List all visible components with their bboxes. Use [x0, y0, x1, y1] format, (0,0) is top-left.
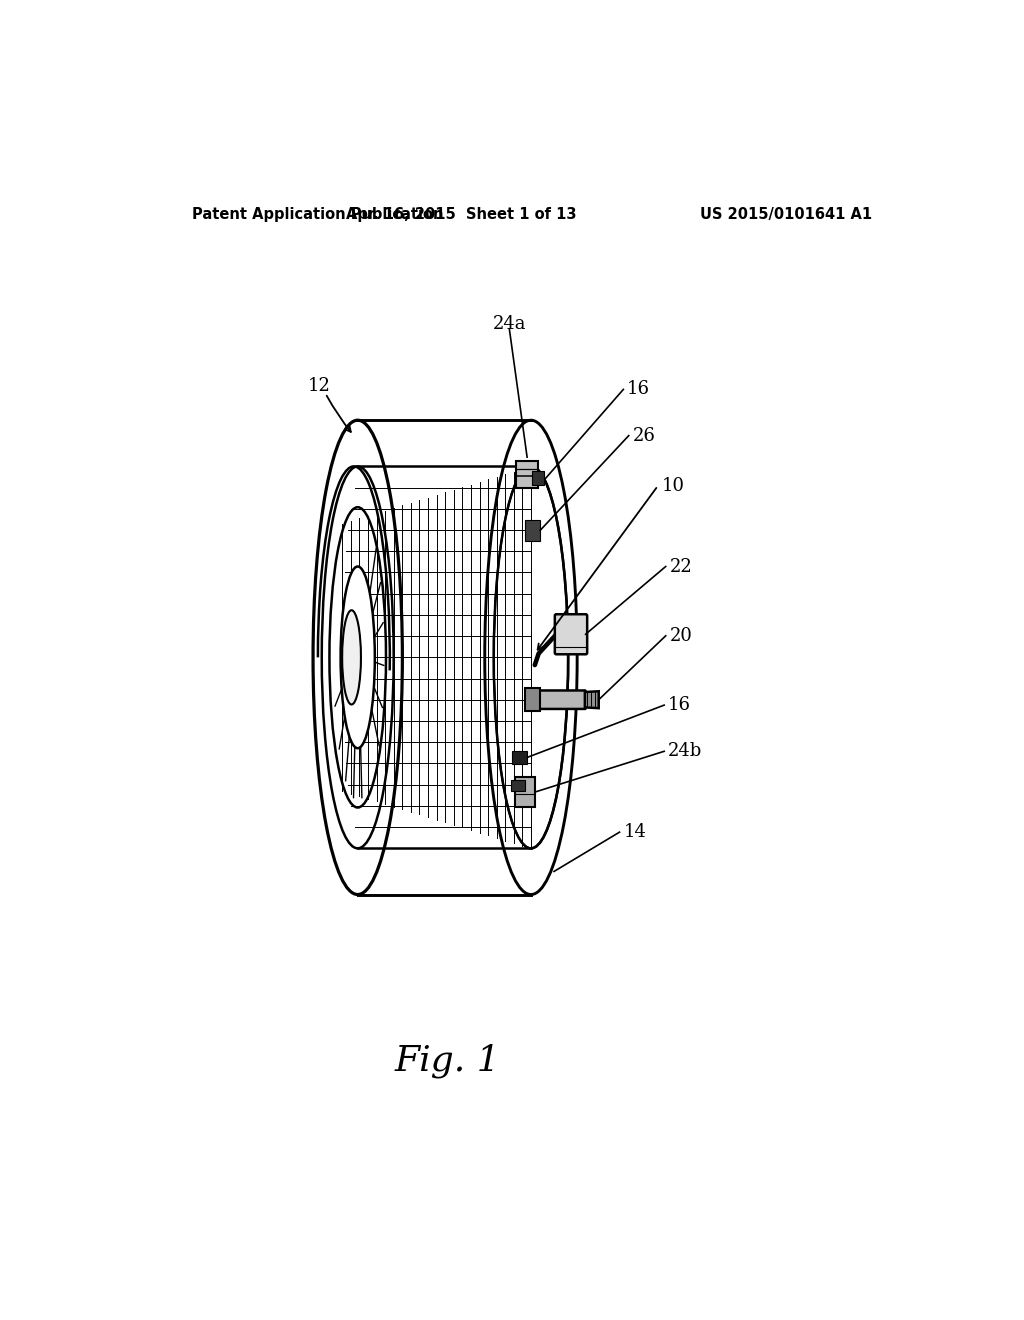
- Bar: [524, 688, 541, 711]
- Bar: [512, 751, 527, 763]
- Bar: [515, 777, 535, 807]
- Text: Apr. 16, 2015  Sheet 1 of 13: Apr. 16, 2015 Sheet 1 of 13: [346, 207, 577, 222]
- Ellipse shape: [313, 420, 402, 895]
- Bar: [516, 461, 538, 488]
- Text: 10: 10: [662, 477, 685, 495]
- Text: 24b: 24b: [668, 742, 702, 760]
- Text: 24a: 24a: [493, 315, 526, 333]
- Text: Fig. 1: Fig. 1: [395, 1044, 501, 1078]
- Bar: [524, 520, 541, 541]
- Text: US 2015/0101641 A1: US 2015/0101641 A1: [700, 207, 872, 222]
- Text: Patent Application Publication: Patent Application Publication: [193, 207, 443, 222]
- Bar: [511, 780, 524, 791]
- Text: 16: 16: [628, 380, 650, 399]
- FancyBboxPatch shape: [555, 614, 587, 655]
- FancyBboxPatch shape: [535, 690, 586, 709]
- Text: 12: 12: [308, 376, 331, 395]
- Text: 16: 16: [668, 696, 691, 714]
- Text: 22: 22: [670, 557, 692, 576]
- Text: 26: 26: [633, 426, 655, 445]
- Ellipse shape: [342, 610, 360, 705]
- Text: 14: 14: [624, 824, 646, 841]
- Text: 20: 20: [670, 627, 692, 644]
- Bar: [531, 471, 544, 486]
- Polygon shape: [585, 692, 599, 708]
- Ellipse shape: [330, 507, 386, 808]
- Ellipse shape: [341, 566, 375, 748]
- Ellipse shape: [322, 466, 393, 849]
